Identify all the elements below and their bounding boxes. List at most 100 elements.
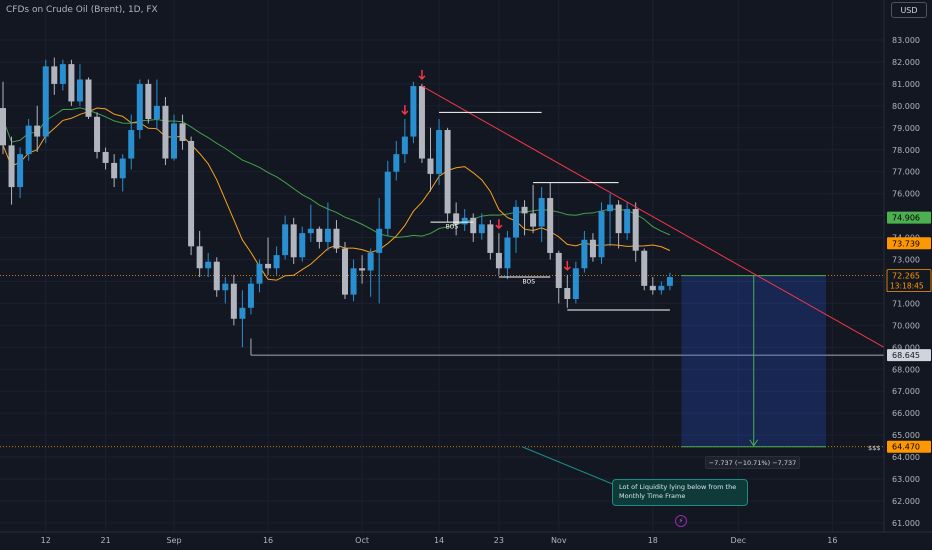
price-tick-label: 70.000: [892, 321, 920, 330]
time-tick-label: 16: [827, 536, 837, 545]
time-axis: 12 21 Sep 16 Oct 14 23 Nov 18 Dec 16: [0, 531, 932, 545]
bos-label: BOS: [446, 223, 459, 230]
down-arrow-icon: [495, 219, 503, 230]
candle-body: [17, 154, 24, 188]
time-tick-label: 12: [41, 536, 51, 545]
candle-body: [418, 86, 425, 159]
price-tick-label: 78.000: [892, 146, 920, 155]
down-arrow-icon: [418, 69, 426, 80]
candle-body: [307, 228, 314, 234]
time-tick-label: 21: [101, 536, 111, 545]
time-tick-label: 18: [648, 536, 658, 545]
price-tag: [886, 269, 932, 293]
candle-body: [555, 252, 562, 289]
liquidity-mark: $$$: [868, 444, 881, 452]
price-tick-label: 69.000: [892, 343, 920, 352]
price-tag-label: 74.906: [892, 214, 920, 223]
currency-button[interactable]: USD: [891, 2, 927, 18]
bos-label: BOS: [523, 278, 536, 285]
candle-body: [196, 246, 203, 269]
time-tick-label: 16: [263, 536, 273, 545]
candle-body: [213, 261, 220, 291]
price-tick-label: 68.000: [892, 365, 920, 374]
candle-body: [632, 209, 639, 251]
candle-body: [136, 83, 143, 130]
candle-body: [607, 204, 614, 212]
price-tick-label: 62.000: [892, 497, 920, 506]
time-tick-label: 23: [494, 536, 504, 545]
candle-body: [247, 283, 254, 308]
candle-body: [25, 125, 32, 155]
candle-body: [367, 252, 374, 271]
candle-body: [102, 151, 109, 163]
price-tick-label: 80.000: [892, 102, 920, 111]
candle-body: [171, 123, 177, 159]
candle-body: [119, 158, 126, 179]
candle-body: [333, 228, 340, 249]
candle-body: [444, 129, 451, 214]
downtrend-line: [421, 85, 885, 348]
candle-body: [94, 116, 101, 152]
time-tick-label: Sep: [166, 536, 181, 545]
candle-body: [188, 140, 195, 247]
price-tag: [887, 237, 931, 250]
candle-body: [282, 224, 289, 256]
price-tag: [887, 440, 931, 453]
price-tick-label: 64.000: [892, 453, 920, 462]
candle-body: [350, 268, 357, 295]
measure-arrow-head: [749, 439, 759, 447]
candle-body: [230, 283, 237, 319]
support-lines: [0, 275, 884, 448]
candle-body: [401, 136, 408, 155]
price-tag-label: 68.645: [892, 351, 920, 360]
candle-body: [222, 283, 229, 291]
candle-body: [666, 277, 673, 286]
time-tick-label: Dec: [731, 536, 746, 545]
candle-body: [324, 228, 331, 242]
candle-body: [649, 285, 656, 291]
candle-body: [359, 268, 366, 271]
candle-body: [504, 237, 511, 269]
note-callout[interactable]: Lot of Liquidity lying below from the Mo…: [612, 479, 748, 506]
candle-body: [316, 228, 323, 242]
price-tick-label: 61.000: [892, 519, 920, 528]
flash-icon[interactable]: ⚡: [675, 515, 687, 527]
candle-body: [59, 64, 66, 84]
candle-body: [342, 248, 348, 295]
candle-body: [34, 125, 41, 137]
candle-body: [436, 129, 443, 174]
candle-body: [530, 213, 537, 227]
candle-body: [273, 255, 280, 269]
ma-green-line: [2, 107, 671, 239]
time-tick-label: Nov: [551, 536, 567, 545]
candle-body: [521, 206, 528, 214]
down-arrow-icon: [563, 260, 571, 271]
candle-body: [564, 288, 571, 300]
candle-body: [453, 213, 460, 225]
candle-body: [8, 145, 15, 188]
candle-body: [572, 268, 579, 300]
price-tick-label: 73.000: [892, 256, 920, 265]
candle-body: [376, 228, 383, 253]
price-tick-label: 76.000: [892, 190, 920, 199]
candle-body: [410, 86, 417, 137]
candle-body: [256, 263, 263, 284]
chart-title: CFDs on Crude Oil (Brent), 1D, FX: [6, 5, 158, 15]
candle-body: [162, 105, 169, 159]
candle-body: [513, 206, 519, 238]
price-tick-label: 82.000: [892, 58, 920, 67]
candle-body: [615, 204, 622, 234]
candle-body: [487, 224, 494, 253]
candle-body: [290, 224, 297, 258]
candle-body: [239, 307, 246, 319]
candle-body: [538, 198, 545, 227]
candle-body: [111, 162, 118, 179]
candle-body: [478, 224, 485, 234]
price-tick-label: 79.000: [892, 124, 920, 133]
candle-body: [128, 129, 135, 159]
candle-body: [0, 108, 6, 146]
time-tick-label: Oct: [355, 536, 369, 545]
candle-body: [598, 211, 605, 258]
